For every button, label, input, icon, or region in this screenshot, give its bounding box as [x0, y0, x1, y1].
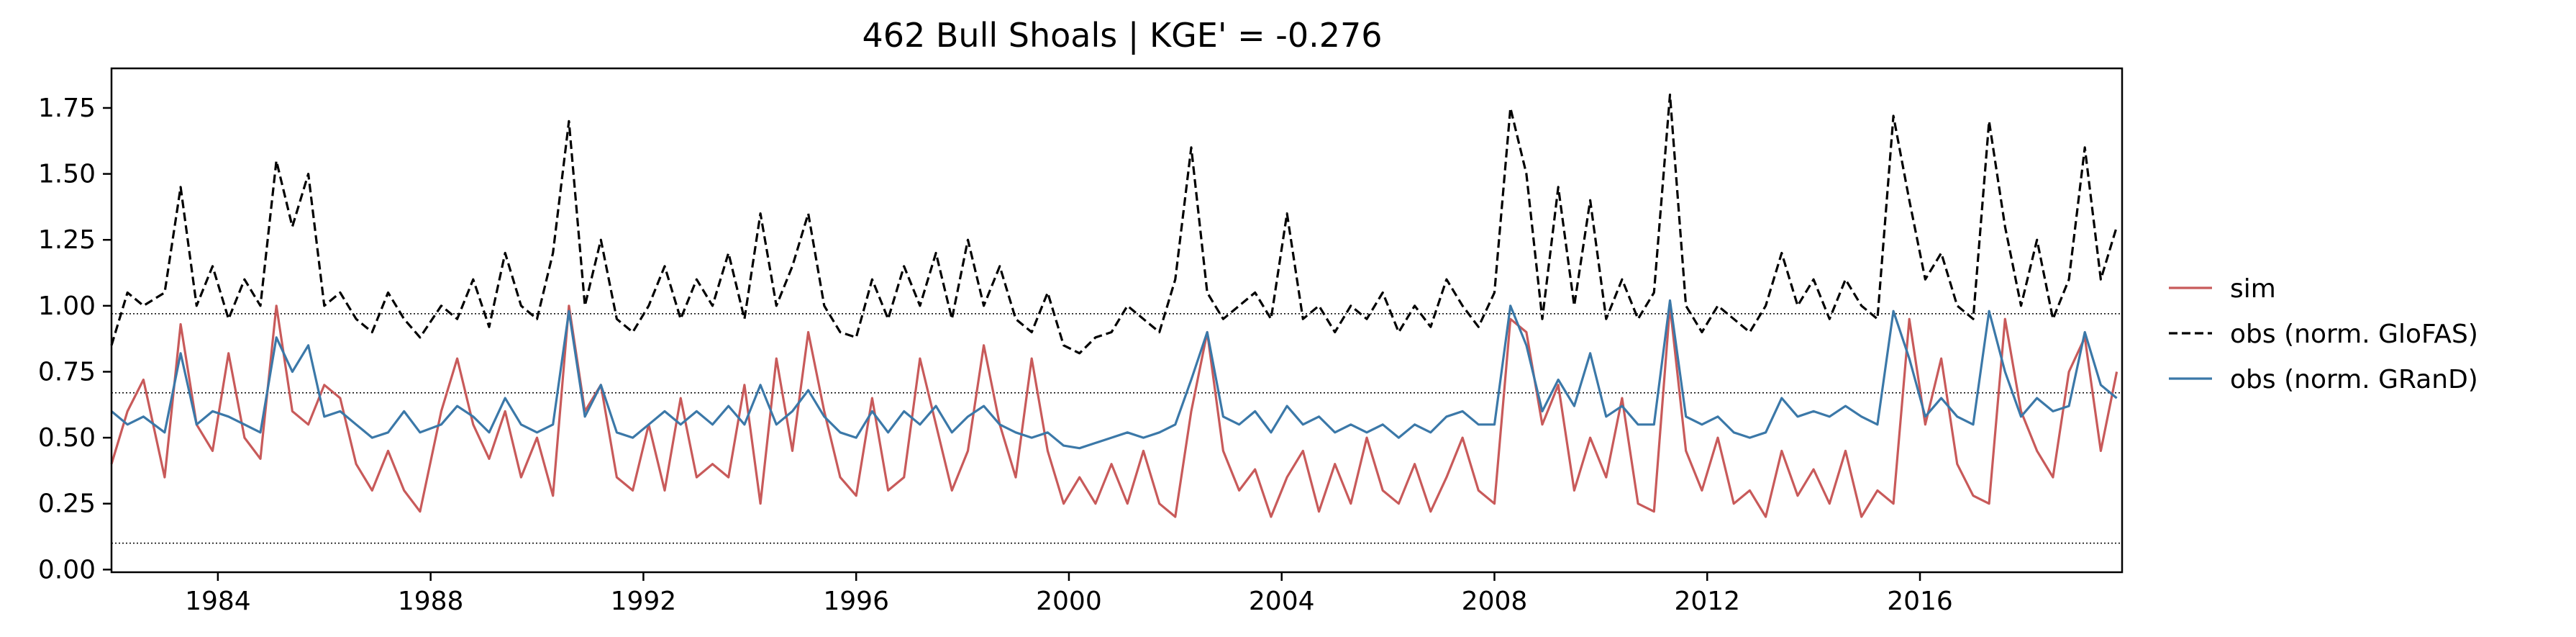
x-axis: 1984 1988 1992 1996 2000 2004 2008 2012 2016: [185, 572, 1953, 616]
y-tick-label: 0.75: [38, 357, 96, 387]
legend-label-2: obs (norm. GRanD): [2230, 365, 2478, 394]
y-tick-label: 1.00: [38, 292, 96, 321]
plot-area: [110, 67, 2124, 574]
y-tick-label: 1.25: [38, 225, 96, 255]
legend-label-1: obs (norm. GloFAS): [2230, 320, 2478, 349]
series-line-2: [110, 299, 2118, 450]
x-tick-label: 1992: [611, 587, 677, 616]
plot-frame: [110, 67, 2124, 574]
y-tick-label: 1.75: [38, 94, 96, 123]
x-tick-label: 2008: [1462, 587, 1528, 616]
y-axis: 0.00 0.25 0.50 0.75 1.00 1.25 1.50 1.75: [38, 94, 111, 584]
chart-title: 462 Bull Shoals | KGE' = -0.276: [862, 16, 1382, 55]
x-tick-label: 2000: [1036, 587, 1102, 616]
y-tick-label: 0.25: [38, 489, 96, 519]
x-tick-label: 2016: [1887, 587, 1953, 616]
y-tick-label: 0.50: [38, 423, 96, 453]
legend-label-0: sim: [2230, 274, 2276, 304]
series-line-1: [110, 94, 2118, 355]
series-line-0: [110, 304, 2118, 518]
legend: sim obs (norm. GloFAS) obs (norm. GRanD): [2169, 274, 2478, 394]
x-tick-label: 1988: [398, 587, 464, 616]
y-tick-label: 0.00: [38, 555, 96, 584]
x-tick-label: 1984: [185, 587, 251, 616]
x-tick-label: 1996: [823, 587, 889, 616]
x-tick-label: 2004: [1249, 587, 1315, 616]
y-tick-label: 1.50: [38, 160, 96, 189]
x-tick-label: 2012: [1674, 587, 1740, 616]
